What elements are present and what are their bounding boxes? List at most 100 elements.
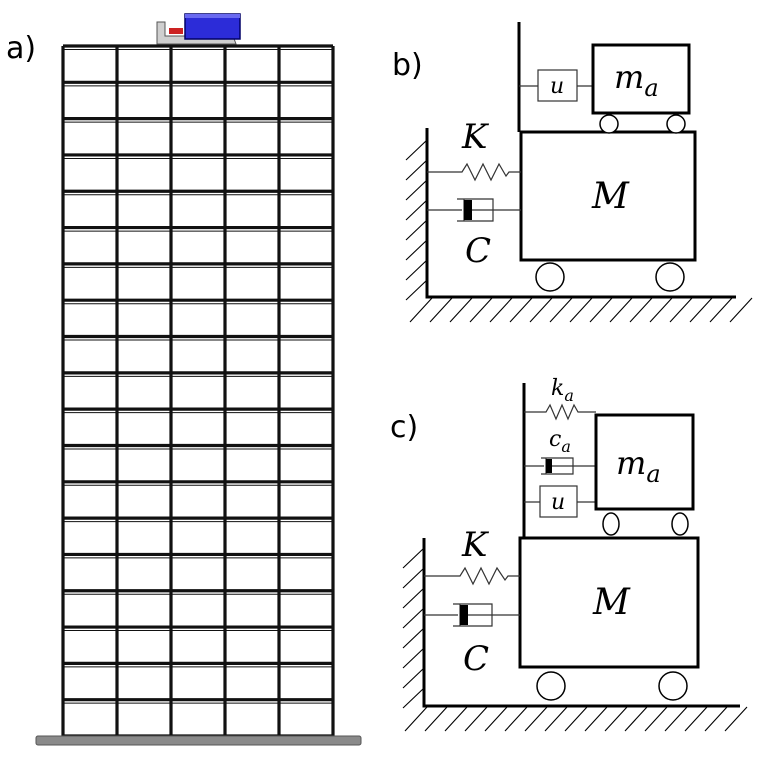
hatch-line	[669, 297, 693, 323]
c-aux-wheel-left	[602, 512, 620, 536]
hatch-line	[709, 297, 733, 323]
c-aux-mass-label: ma	[616, 444, 661, 488]
b-aux-mass-label: ma	[614, 58, 659, 102]
hatch-line	[429, 297, 453, 323]
hatch-line	[629, 297, 653, 323]
hatch-line	[664, 706, 688, 732]
hatch-line	[402, 567, 425, 589]
hatch-line	[689, 297, 713, 323]
panel-b-diagram: M K C u ma	[405, 22, 753, 323]
hatch-line	[404, 706, 428, 732]
panel-c-label: c)	[390, 410, 418, 445]
hatch-line	[405, 219, 428, 241]
c-aux-mass	[594, 413, 695, 511]
hatch-line	[444, 706, 468, 732]
hatch-line	[402, 687, 425, 709]
c-damper-C-label: C	[463, 639, 489, 679]
hatch-line	[604, 706, 628, 732]
hatch-line	[504, 706, 528, 732]
b-floor-hatch	[409, 297, 753, 323]
hatch-line	[405, 179, 428, 201]
c-actuator-u-label: u	[551, 490, 565, 515]
hatch-line	[424, 706, 448, 732]
roof-actuator	[156, 13, 241, 45]
hatch-line	[644, 706, 668, 732]
hatch-line	[449, 297, 473, 323]
hatch-line	[544, 706, 568, 732]
hatch-line	[405, 199, 428, 221]
b-aux-mass	[591, 43, 691, 115]
hatch-line	[724, 706, 748, 732]
b-aux-wheel-left	[599, 114, 619, 134]
hatch-line	[489, 297, 513, 323]
b-damper-piston	[464, 200, 472, 220]
c-damper-ca-piston	[546, 459, 552, 473]
b-spring-K	[427, 162, 521, 182]
hatch-line	[405, 239, 428, 261]
hatch-line	[402, 547, 425, 569]
b-actuator-u-label: u	[550, 74, 564, 99]
hatch-line	[402, 627, 425, 649]
b-main-wheel-left	[535, 262, 565, 292]
panel-b-label: b)	[392, 48, 423, 83]
hatch-line	[402, 667, 425, 689]
hatch-line	[529, 297, 553, 323]
c-main-mass	[518, 536, 700, 669]
c-spring-ka	[524, 403, 596, 421]
hatch-line	[649, 297, 673, 323]
c-damper-ca	[524, 457, 596, 475]
hatch-line	[704, 706, 728, 732]
panel-a-label: a)	[6, 31, 36, 66]
c-floor-hatch	[404, 706, 748, 732]
c-aux-wheel-right	[671, 512, 689, 536]
actuator-coupling	[169, 28, 183, 34]
b-wall-floor	[425, 128, 736, 299]
hatch-line	[464, 706, 488, 732]
hatch-line	[509, 297, 533, 323]
hatch-line	[402, 587, 425, 609]
b-actuator-u-box	[537, 69, 578, 102]
hatch-line	[729, 297, 753, 323]
building-frame	[61, 44, 335, 738]
c-actuator-u-box	[539, 485, 578, 518]
hatch-line	[609, 297, 633, 323]
hatch-line	[584, 706, 608, 732]
panel-c-diagram: M K C ka ca u ma	[402, 376, 748, 732]
c-damper-C	[424, 603, 520, 627]
hatch-line	[405, 159, 428, 181]
c-wall-hatch	[402, 547, 425, 709]
c-damper-ca-label: ca	[549, 427, 571, 456]
building-base-slab	[35, 735, 362, 746]
actuator-highlight	[185, 14, 240, 18]
hatch-line	[564, 706, 588, 732]
c-mass-M-label: M	[592, 582, 631, 623]
hatch-line	[624, 706, 648, 732]
b-damper-C	[427, 198, 521, 222]
b-main-wheel-right	[655, 262, 685, 292]
c-wall-floor	[422, 538, 740, 708]
hatch-line	[524, 706, 548, 732]
c-spring-ka-label: ka	[551, 376, 574, 405]
hatch-line	[402, 607, 425, 629]
c-spring-K	[424, 566, 520, 586]
hatch-line	[402, 647, 425, 669]
b-mass-M-label: M	[591, 176, 630, 217]
hatch-line	[469, 297, 493, 323]
b-damper-C-label: C	[465, 231, 491, 271]
hatch-line	[484, 706, 508, 732]
c-spring-K-label: K	[461, 525, 490, 565]
c-damper-piston	[460, 605, 468, 625]
hatch-line	[405, 259, 428, 281]
b-aux-wheel-right	[666, 114, 686, 134]
b-wall-hatch	[405, 139, 428, 301]
hatch-line	[589, 297, 613, 323]
hatch-line	[405, 279, 428, 301]
b-spring-K-label: K	[461, 117, 490, 157]
c-main-wheel-left	[536, 671, 566, 701]
hatch-line	[549, 297, 573, 323]
hatch-line	[684, 706, 708, 732]
hatch-line	[569, 297, 593, 323]
c-main-wheel-right	[658, 671, 688, 701]
hatch-line	[405, 139, 428, 161]
